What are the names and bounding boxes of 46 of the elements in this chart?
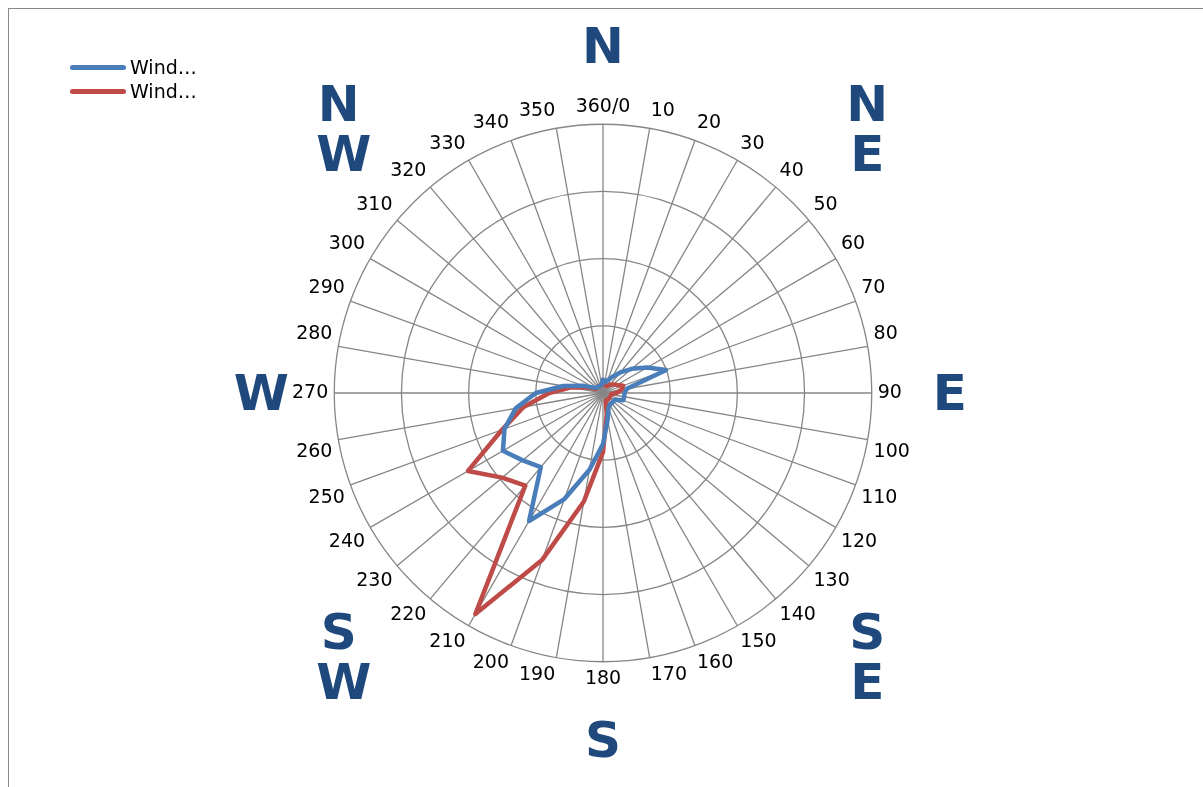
spoke-label: 70: [861, 274, 886, 297]
spoke-label: 360/0: [575, 93, 631, 116]
spoke-label: 340: [472, 110, 510, 133]
spoke-label: 100: [873, 439, 910, 462]
spoke-label: 120: [840, 528, 878, 551]
legend-label: Wind…: [130, 80, 197, 102]
spoke-label: 200: [472, 649, 510, 672]
spoke-label: 190: [519, 661, 556, 684]
spoke-label: 40: [779, 158, 804, 181]
spoke-label: 240: [328, 528, 366, 551]
spoke-label: 260: [296, 439, 333, 462]
spoke-label: 10: [650, 97, 675, 120]
spoke-label: 20: [696, 110, 722, 133]
spoke-label: 30: [740, 130, 765, 153]
spoke-label: 210: [429, 629, 466, 652]
spoke-label: 310: [356, 191, 393, 214]
spoke-label: 280: [296, 320, 333, 343]
spoke-label: 320: [390, 158, 427, 181]
spoke-label: 150: [740, 629, 777, 652]
spoke-label: 50: [813, 191, 838, 214]
text: SE: [848, 603, 887, 712]
text: E: [931, 364, 968, 422]
spoke-label: 90: [877, 379, 902, 402]
spoke-label: 140: [779, 601, 816, 624]
spoke-label: 130: [813, 567, 850, 590]
spoke-label: 160: [696, 649, 734, 672]
spoke-label: 230: [356, 567, 393, 590]
spoke-label: 330: [429, 130, 466, 153]
spoke-label: 290: [308, 274, 345, 297]
spoke-label: 110: [861, 485, 898, 508]
spoke-label: 270: [292, 379, 329, 402]
spoke-label: 300: [328, 231, 366, 254]
text: NE: [845, 74, 890, 183]
spoke-label: 220: [390, 601, 427, 624]
spoke-label: 80: [873, 320, 898, 343]
spoke-label: 170: [650, 661, 687, 684]
text: N: [581, 17, 625, 76]
spoke-label: 350: [519, 97, 556, 120]
text: SW: [316, 603, 372, 712]
text: W: [233, 364, 289, 422]
text: NW: [316, 74, 372, 183]
spoke-label: 60: [840, 231, 866, 254]
spoke-label: 250: [308, 485, 345, 508]
text: S: [584, 710, 622, 769]
spoke-label: 180: [584, 666, 622, 689]
legend-label: Wind…: [130, 56, 197, 78]
